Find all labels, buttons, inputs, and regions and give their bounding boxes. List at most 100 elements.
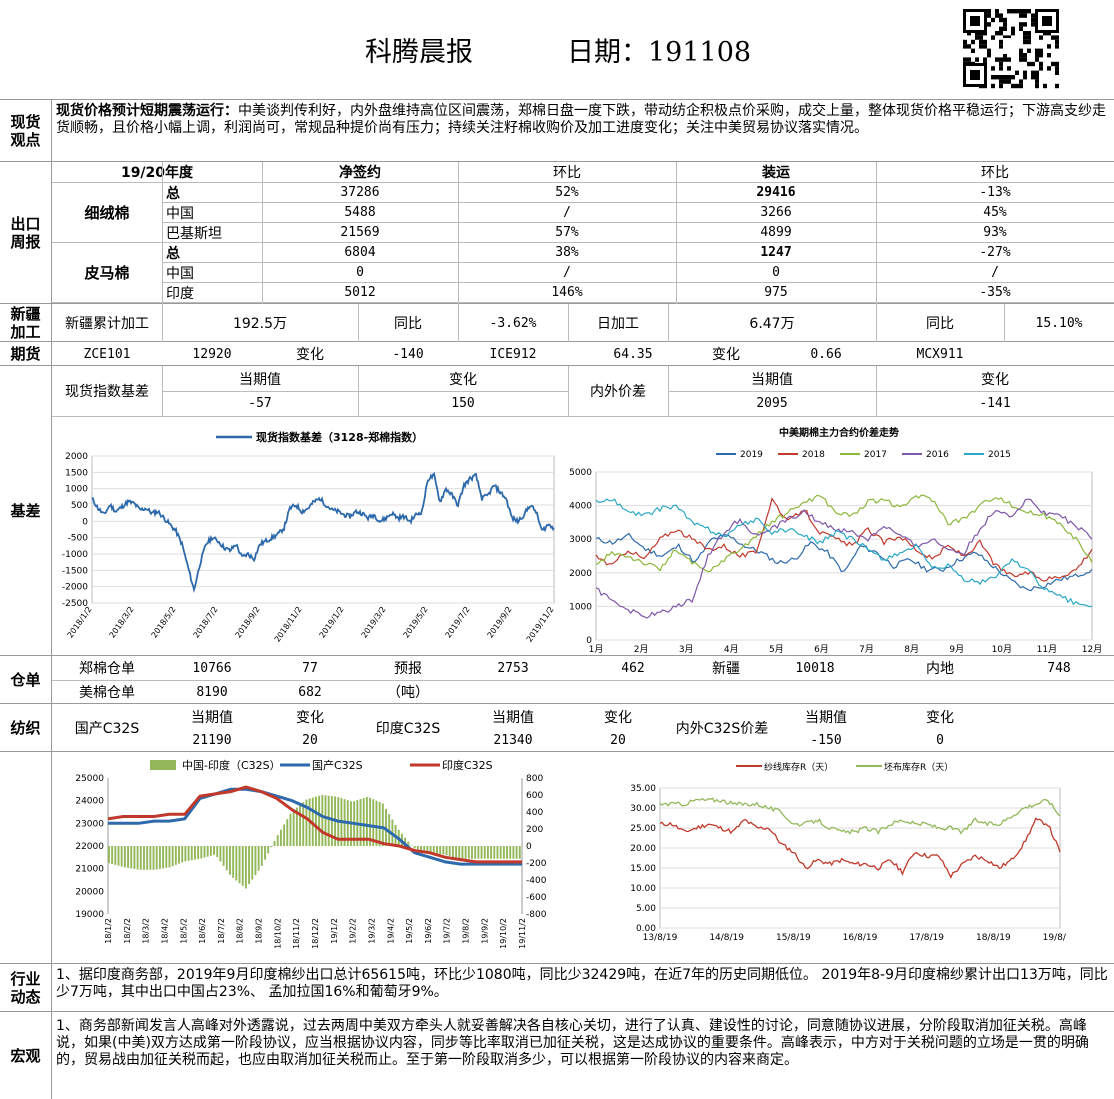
y-tick-label: -2500 xyxy=(62,599,88,609)
y2-tick-label: -600 xyxy=(526,893,547,903)
yarn-ind-v1: 21340 xyxy=(493,732,533,748)
export-net-chg: 57% xyxy=(555,225,579,240)
x-tick-label: 8月 xyxy=(904,644,919,654)
spread-cur-value: 2095 xyxy=(756,395,788,411)
export-group-name: 细绒棉 xyxy=(84,203,130,222)
spread-bar xyxy=(464,846,467,859)
spread-bar xyxy=(155,846,158,870)
export-country: 中国 xyxy=(166,205,194,222)
spread-bar xyxy=(213,846,216,855)
warehouse-r2-0: 美棉仓单 xyxy=(79,685,135,701)
y-tick-label: 25000 xyxy=(75,774,104,784)
spread-bar xyxy=(420,846,423,851)
legend-entry: 2017 xyxy=(864,450,887,460)
y-tick-label: 21000 xyxy=(75,865,104,875)
zce-change: -140 xyxy=(392,346,424,362)
spread-bar xyxy=(143,846,145,870)
spread-bar xyxy=(127,846,130,868)
spread-bar xyxy=(165,846,168,868)
spread-bar xyxy=(279,829,282,846)
spread-bar xyxy=(448,846,451,857)
industry-text: 1、据印度商务部，2019年9月印度棉纱出口总计65615吨，环比少1080吨，… xyxy=(56,967,1108,1000)
yarn-charts-section: 中国-印度（C32S） 国产C32S 印度C32S 25000 24000 23000 22… xyxy=(0,752,1114,964)
export-net-chg: 52% xyxy=(555,185,579,200)
spread-bar xyxy=(369,797,372,846)
spread-bar xyxy=(139,846,142,870)
spread-bar xyxy=(315,796,317,846)
x-tick-label: 18/8/19 xyxy=(976,933,1011,943)
spread-bar xyxy=(111,846,114,864)
spread-bar xyxy=(229,846,231,875)
y2-tick-label: -800 xyxy=(526,910,547,920)
export-net: 5012 xyxy=(344,285,376,300)
spread-bar xyxy=(496,846,499,859)
x-tick-label: 2018/3/2 xyxy=(108,605,136,640)
x-tick-label: 2018/7/2 xyxy=(192,605,220,640)
spread-bar xyxy=(436,846,438,854)
spread-bar xyxy=(493,846,496,859)
y-tick-label: 5000 xyxy=(569,468,592,478)
x-tick-label: 17/8/19 xyxy=(909,933,944,943)
yarn-spr-v2: 0 xyxy=(936,732,944,748)
y-tick-label: 25.00 xyxy=(630,824,656,834)
x-tick-label: 14/8/19 xyxy=(709,933,744,943)
yarn-dom-h1: 当期值 xyxy=(191,710,233,726)
y-tick-label: 20000 xyxy=(75,887,104,897)
y-tick-label: 500 xyxy=(71,501,88,511)
export-net: 0 xyxy=(356,265,364,280)
spread-bar xyxy=(330,796,333,846)
y-tick-label: 5.00 xyxy=(636,904,656,914)
section-label: 纺织 xyxy=(0,704,52,751)
warehouse-r1-0: 郑棉仓单 xyxy=(79,661,135,677)
export-ship: 975 xyxy=(764,285,788,300)
spread-bar xyxy=(375,800,378,846)
export-ship-chg: -35% xyxy=(979,285,1011,300)
chart-title: 中美期棉主力合约价差走势 xyxy=(779,426,899,439)
series-line xyxy=(107,785,522,864)
x-tick-label: 18/10/2 xyxy=(273,918,282,949)
x-tick-label: 19/4/2 xyxy=(386,918,395,944)
x-tick-label: 9月 xyxy=(949,644,964,654)
spread-bar xyxy=(181,846,184,863)
y-tick-label: 3000 xyxy=(569,535,592,545)
export-ship-chg: 45% xyxy=(983,205,1007,220)
warehouse-r1-8: 内地 xyxy=(926,661,954,677)
basis-line-chart: 现货指数基差（3128-郑棉指数） 2000 1500 1000 500 0 -500 -10… xyxy=(62,430,556,644)
x-tick-label: 6月 xyxy=(814,644,829,654)
mcx-code: MCX911 xyxy=(916,346,964,362)
spread-bar xyxy=(385,808,387,846)
y2-tick-label: 800 xyxy=(526,774,543,784)
y-tick-label: 23000 xyxy=(75,819,104,829)
export-group-name: 皮马棉 xyxy=(84,263,130,282)
xj-cum-value: 192.5万 xyxy=(232,316,288,332)
x-tick-label: 2018/9/2 xyxy=(234,605,262,640)
spread-bar xyxy=(295,807,298,846)
x-tick-label: 18/6/2 xyxy=(198,918,207,944)
spread-bar xyxy=(321,795,324,846)
y-tick-label: 24000 xyxy=(75,797,104,807)
spread-bar xyxy=(362,798,365,846)
spread-bar xyxy=(190,846,193,861)
y-tick-label: 0 xyxy=(82,517,88,527)
spread-bar xyxy=(123,846,126,868)
y2-tick-label: -200 xyxy=(526,859,547,869)
spread-bar xyxy=(120,846,123,867)
spread-bar xyxy=(483,846,486,859)
x-tick-label: 18/3/2 xyxy=(142,918,151,944)
export-ship: 0 xyxy=(772,265,780,280)
spread-bar xyxy=(509,846,512,859)
spread-bar xyxy=(203,846,206,858)
spread-bar xyxy=(429,846,432,854)
yarn-domestic-label: 国产C32S xyxy=(74,721,140,737)
section-label: 现货观点 xyxy=(0,100,52,161)
spread-cur-header: 当期值 xyxy=(751,372,793,388)
legend-entry: 印度C32S xyxy=(442,758,493,772)
yarn-ind-v2: 20 xyxy=(610,732,626,748)
spread-bar xyxy=(168,846,171,868)
y-tick-label: 35.00 xyxy=(630,784,656,794)
y2-tick-label: -400 xyxy=(526,876,547,886)
spread-bar xyxy=(423,846,426,852)
section-label: 出口周报 xyxy=(0,162,52,303)
y-tick-label: 1000 xyxy=(65,485,88,495)
series-line xyxy=(108,787,522,866)
